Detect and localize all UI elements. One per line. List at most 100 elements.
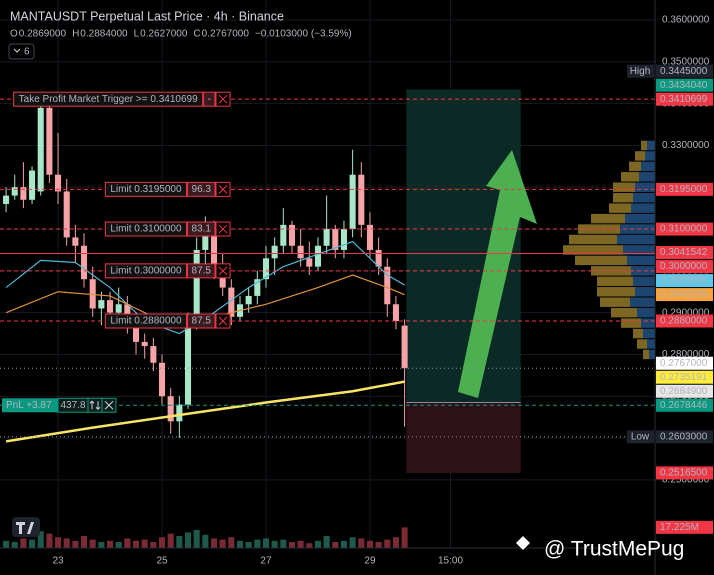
volume-bar xyxy=(63,538,70,548)
order-qty-box xyxy=(187,313,216,329)
volume-bar xyxy=(210,538,218,548)
volume-bar xyxy=(141,539,148,548)
volume-bar xyxy=(202,534,209,548)
volume-bar xyxy=(392,537,399,548)
order-text: Limit 0.3195000 xyxy=(110,184,182,195)
profile-down xyxy=(611,307,637,318)
volume-bar xyxy=(384,539,391,548)
order-box xyxy=(13,91,204,107)
y-tick-label: 0.2900000 xyxy=(662,307,710,318)
candle-body xyxy=(37,107,44,192)
close-icon xyxy=(104,400,114,410)
moving-average xyxy=(5,240,405,335)
volume-bar xyxy=(306,543,313,548)
price-label: 0.3000000 xyxy=(660,261,708,272)
candle-body xyxy=(306,258,313,267)
profile-up xyxy=(635,182,655,192)
price-label-bg xyxy=(656,370,713,384)
candle-body xyxy=(107,300,114,313)
profile-down xyxy=(597,287,635,297)
volume-bar xyxy=(150,542,157,548)
y-tick-label: 0.3500000 xyxy=(662,57,710,68)
candle-body xyxy=(20,187,27,200)
candle-body xyxy=(332,229,339,250)
x-tick-label: 29 xyxy=(364,556,376,567)
candle-body xyxy=(72,237,79,246)
order-text: Limit 0.3000000 xyxy=(110,265,182,276)
order-box xyxy=(104,181,188,197)
order-qty: 87.5 xyxy=(192,316,212,327)
volume-bar xyxy=(219,539,226,548)
candle-body xyxy=(11,187,18,196)
profile-up xyxy=(641,318,655,328)
profile-down xyxy=(613,192,633,203)
volume-bar xyxy=(20,538,27,548)
tag-bg xyxy=(627,64,654,78)
order-text: Limit 0.3100000 xyxy=(110,224,182,235)
order-qty-box xyxy=(187,263,216,279)
volume-bar xyxy=(271,540,278,548)
price-label: 0.2735191 xyxy=(660,372,708,383)
candle-body xyxy=(262,258,270,280)
profile-down xyxy=(621,318,641,328)
price-label: 0.2516500 xyxy=(660,468,708,479)
candle-body xyxy=(193,249,200,322)
order-label: Take Profit Market Trigger >= 0.3410699- xyxy=(13,91,231,107)
under-layer: 0.36000000.35000000.34000000.33000000.32… xyxy=(0,0,710,548)
candle-body xyxy=(210,229,218,271)
x-tick-label: 27 xyxy=(260,556,272,567)
profile-up xyxy=(647,339,655,349)
close-icon xyxy=(218,94,228,104)
ohlc-key: L xyxy=(134,29,140,40)
candle-body xyxy=(150,346,157,363)
price-tag: High xyxy=(630,66,651,77)
candle-body xyxy=(254,279,261,296)
volume-bar xyxy=(314,540,322,548)
volume-bar xyxy=(323,536,330,548)
candle-body xyxy=(89,279,96,309)
price-label-bg xyxy=(656,398,713,412)
order-box xyxy=(104,263,188,279)
candle-body xyxy=(314,245,322,267)
candle-body xyxy=(358,174,365,225)
reverse-button[interactable] xyxy=(87,397,103,413)
candle-body xyxy=(184,321,192,405)
ohlc-key: C xyxy=(193,29,200,40)
volume-bar xyxy=(228,537,235,548)
candle-body xyxy=(280,224,287,246)
profile-down xyxy=(641,140,647,151)
profile-down xyxy=(575,255,627,266)
pnl-qty: 437.8 xyxy=(60,400,85,411)
over-layer: 23 25 27 29 15:00 0.3445000 High 0.3434040 0.341… xyxy=(0,64,713,567)
profile-up xyxy=(647,140,655,151)
volume-bar xyxy=(193,530,200,548)
pnl-box xyxy=(2,398,58,413)
indicator-toggle[interactable] xyxy=(8,43,35,60)
ohlc-value: 0.2869000 xyxy=(19,29,67,40)
volume-bar xyxy=(98,542,105,548)
candle-body xyxy=(132,325,140,342)
candle-body xyxy=(202,229,209,250)
price-label-bg xyxy=(656,384,713,398)
order-label: Limit 0.3000000 87.5 xyxy=(104,263,231,279)
volume-bar xyxy=(115,542,122,548)
reverse-icon xyxy=(89,400,101,410)
volume-bar xyxy=(358,538,365,548)
price-label-bg xyxy=(656,222,713,236)
profile-up xyxy=(641,161,655,172)
ohlc-key: O xyxy=(10,29,18,40)
price-label-bg xyxy=(656,182,713,196)
watermark-icon xyxy=(516,536,530,550)
volume-bar xyxy=(332,542,339,548)
order-box xyxy=(104,313,188,329)
order-label: Limit 0.3195000 96.3 xyxy=(104,181,231,197)
volume-bar xyxy=(89,539,96,548)
volume-bar xyxy=(167,533,174,548)
order-qty: - xyxy=(208,94,211,105)
volume-bar xyxy=(81,536,88,548)
candle-body xyxy=(219,270,226,288)
profile-up xyxy=(631,266,655,276)
profile-up xyxy=(635,287,655,297)
profile-down xyxy=(609,203,631,213)
volume-bar xyxy=(46,533,53,548)
